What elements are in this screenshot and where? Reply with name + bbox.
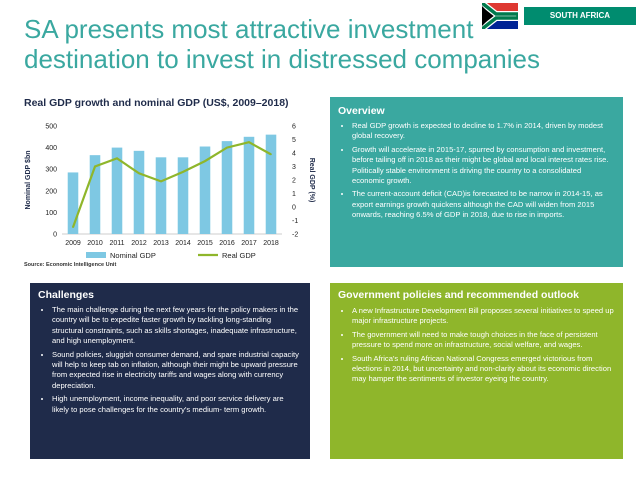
y-right-tick-label: 5 [292, 137, 296, 144]
x-tick-label: 2018 [263, 240, 279, 247]
list-item: The main challenge during the next few y… [52, 305, 302, 347]
challenges-panel: Challenges The main challenge during the… [30, 283, 310, 459]
y-right-tick-label: 3 [292, 164, 296, 171]
source-note: Source: Economic Intelligence Unit [24, 262, 117, 268]
overview-panel: Overview Real GDP growth is expected to … [330, 97, 623, 267]
challenges-list: The main challenge during the next few y… [38, 305, 302, 415]
x-tick-label: 2010 [87, 240, 103, 247]
list-item: Growth will accelerate in 2015-17, spurr… [352, 145, 615, 187]
x-tick-label: 2016 [219, 240, 235, 247]
policy-list: A new Infrastructure Development Bill pr… [338, 306, 615, 385]
legend-swatch-bar [86, 252, 106, 258]
overview-list: Real GDP growth is expected to decline t… [338, 121, 615, 221]
line-point [182, 171, 184, 173]
overview-heading: Overview [338, 105, 385, 117]
y-right-tick-label: 6 [292, 124, 296, 131]
real-gdp-line [71, 141, 272, 228]
page-title-line-1: SA presents most attractive investment [24, 14, 474, 44]
x-tick-label: 2012 [131, 240, 147, 247]
y-right-tick-label: 0 [292, 205, 296, 212]
bar [199, 146, 211, 234]
line-point [116, 157, 118, 160]
y-tick-label: 500 [45, 124, 57, 131]
line-point [138, 172, 140, 175]
list-item: Sound policies, sluggish consumer demand… [52, 350, 302, 392]
legend-label: Real GDP [222, 251, 256, 260]
x-tick-label: 2014 [175, 240, 191, 247]
line-point [160, 180, 162, 183]
x-tick-label: 2017 [241, 240, 257, 247]
policy-panel: Government policies and recommended outl… [330, 283, 623, 459]
chart-title: Real GDP growth and nominal GDP (US$, 20… [24, 97, 289, 109]
list-item: A new Infrastructure Development Bill pr… [352, 306, 615, 327]
gdp-chart: 0 100 200 300 400 500 -2 -1 0 1 2 3 4 5 6 2009 2010 2011 2… [25, 124, 315, 261]
y-axis-title: Nominal GDP $bn [25, 151, 32, 210]
bar [155, 157, 167, 234]
y-tick-label: 0 [53, 232, 57, 239]
bar [265, 134, 277, 234]
policy-heading: Government policies and recommended outl… [338, 289, 579, 301]
line-point [248, 141, 250, 143]
y-tick-label: 300 [45, 167, 57, 174]
list-item: The government will need to make tough c… [352, 330, 615, 351]
page-title: SA presents most attractive investment d… [24, 14, 564, 74]
y-right-tick-label: 1 [292, 191, 296, 198]
y-right-tick-label: -2 [292, 232, 298, 239]
y-tick-label: 200 [45, 188, 57, 195]
list-item: High unemployment, income inequality, an… [52, 394, 302, 415]
line-point [270, 153, 272, 156]
country-badge: SOUTH AFRICA [524, 7, 636, 25]
x-tick-label: 2013 [153, 240, 169, 247]
page-title-line-2: destination to invest in distressed comp… [24, 44, 540, 74]
bar [243, 136, 255, 234]
y-right-tick-label: 4 [292, 151, 296, 158]
list-item: The current-account deficit (CAD)is fore… [352, 189, 615, 220]
y-right-tick-label: -1 [292, 218, 298, 225]
line-point [72, 226, 74, 229]
list-item: Real GDP growth is expected to decline t… [352, 121, 615, 142]
line-point [204, 160, 206, 162]
x-tick-label: 2009 [65, 240, 81, 247]
y-tick-label: 100 [45, 210, 57, 217]
south-africa-flag-icon [482, 3, 518, 29]
bar [221, 141, 233, 234]
bar [111, 147, 123, 234]
y-right-tick-label: 2 [292, 178, 296, 185]
bar [89, 155, 101, 234]
legend-label: Nominal GDP [110, 251, 156, 260]
list-item: South Africa's ruling African National C… [352, 354, 615, 385]
x-tick-label: 2011 [109, 240, 124, 247]
y-right-axis-title: Real GDP (%) [308, 158, 315, 203]
y-tick-label: 400 [45, 145, 57, 152]
bar [67, 172, 79, 234]
challenges-heading: Challenges [38, 289, 95, 301]
line-point [94, 165, 96, 168]
line-point [226, 146, 228, 149]
bar [133, 150, 145, 234]
bar [177, 157, 189, 234]
x-tick-label: 2015 [197, 240, 213, 247]
